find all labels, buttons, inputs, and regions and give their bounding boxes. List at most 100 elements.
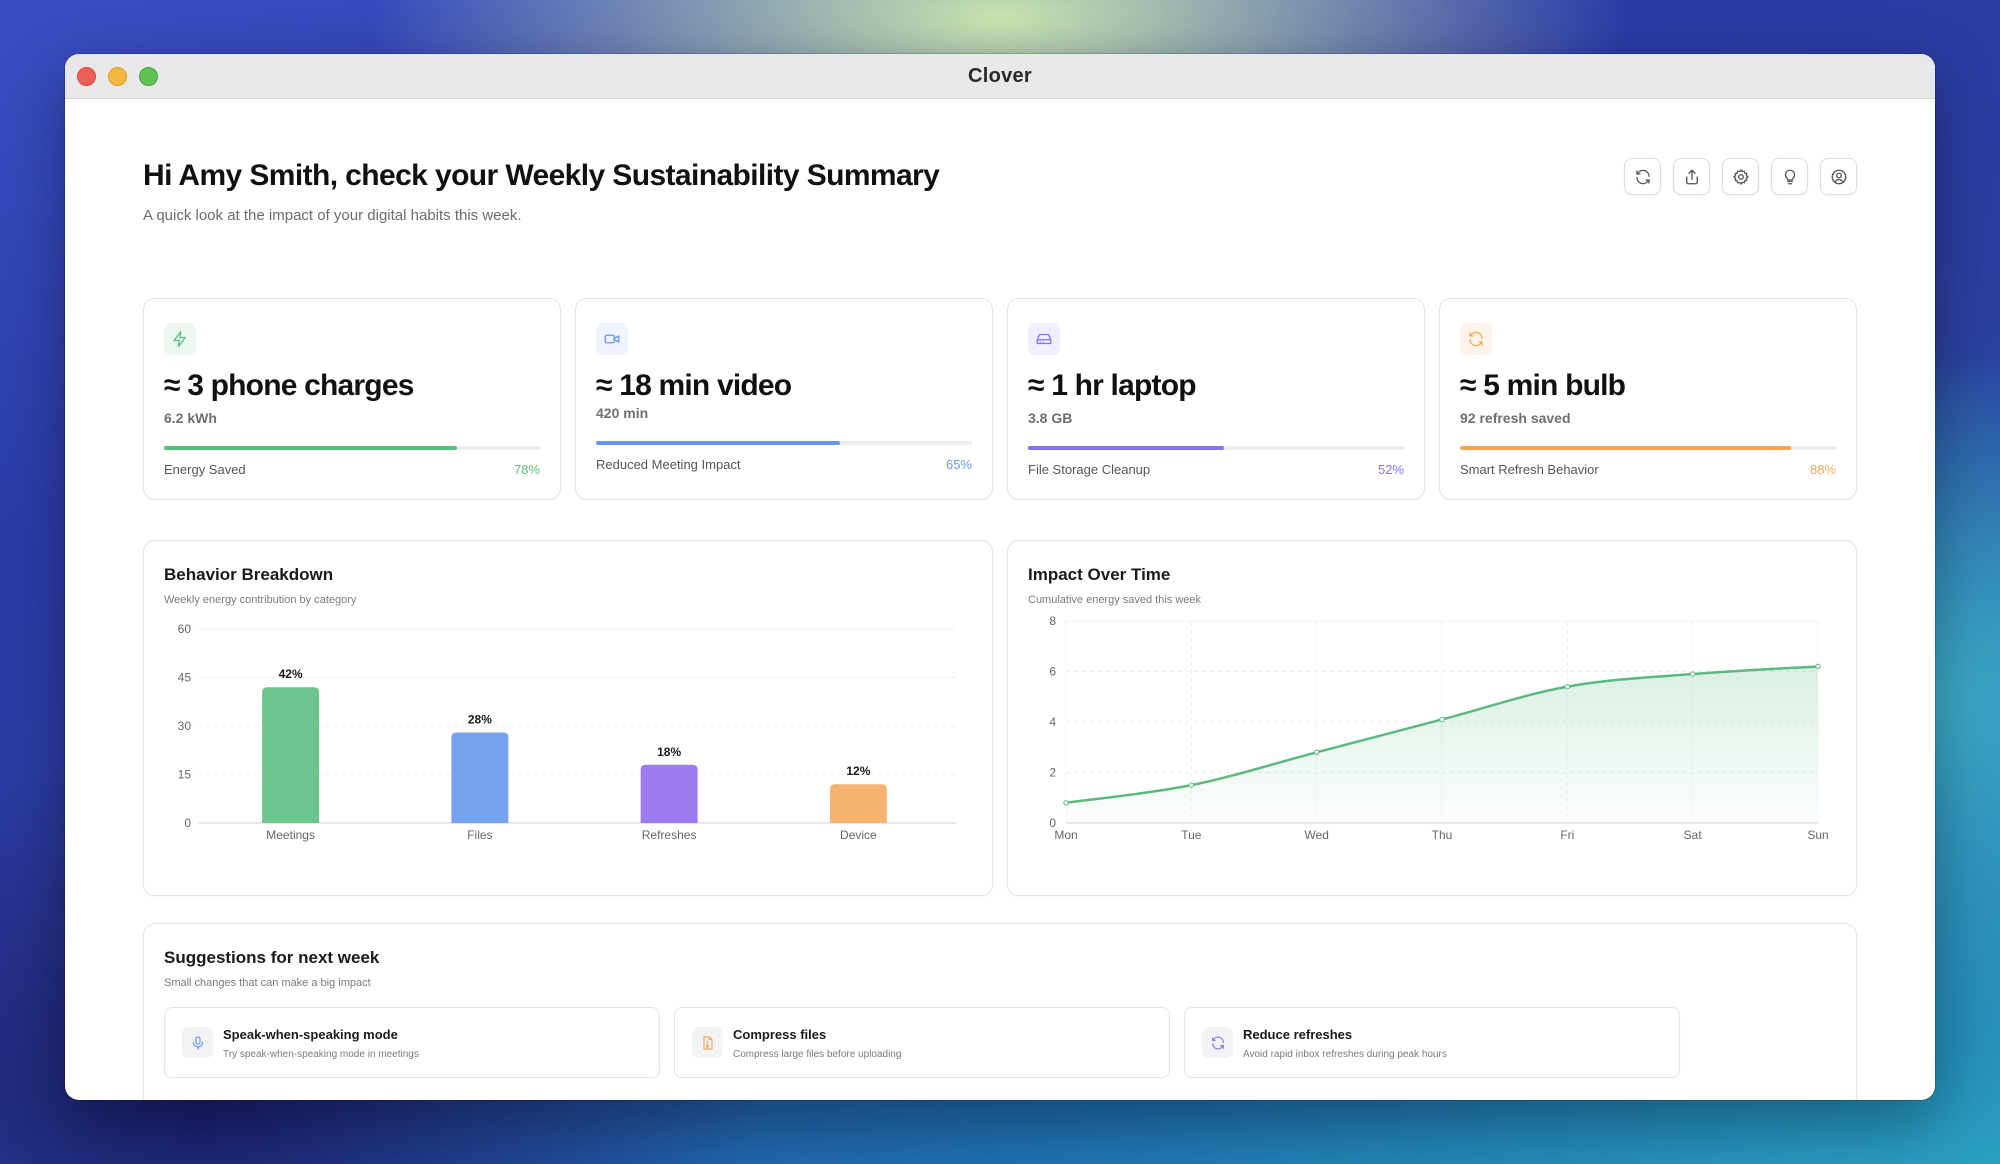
suggestion-list: Speak-when-speaking mode Try speak-when-… — [164, 1007, 1680, 1078]
bar-data-label: 12% — [846, 764, 870, 778]
user-icon — [1831, 169, 1846, 184]
y-tick-label: 6 — [1049, 665, 1056, 679]
suggestions-panel: Suggestions for next week Small changes … — [143, 923, 1857, 1100]
minimize-window-button[interactable] — [108, 67, 127, 86]
title-bar: Clover — [65, 54, 1935, 99]
suggestion-title: Speak-when-speaking mode — [223, 1027, 398, 1042]
share-button[interactable] — [1673, 158, 1710, 195]
zoom-window-button[interactable] — [139, 67, 158, 86]
bar-data-label: 28% — [468, 712, 492, 726]
panel-subtitle: Small changes that can make a big impact — [164, 977, 371, 989]
y-tick-label: 4 — [1049, 715, 1056, 729]
progress-bar — [1028, 446, 1404, 450]
area-fill — [1066, 666, 1818, 823]
x-tick-label: Tue — [1181, 828, 1202, 842]
stat-unit: 420 min — [596, 405, 649, 421]
progress-fill — [1028, 446, 1224, 450]
stat-value: ≈ 3 phone charges — [164, 369, 414, 402]
x-tick-label: Files — [467, 828, 492, 842]
x-tick-label: Sun — [1807, 828, 1828, 842]
window-controls — [77, 67, 158, 86]
y-tick-label: 60 — [178, 622, 192, 636]
settings-button[interactable] — [1722, 158, 1759, 195]
x-tick-label: Wed — [1304, 828, 1328, 842]
suggestion-card-compress-files[interactable]: Compress files Compress large files befo… — [674, 1007, 1170, 1078]
lightbulb-icon — [1784, 169, 1795, 184]
panel-title: Impact Over Time — [1028, 565, 1171, 584]
stat-percent: 65% — [945, 457, 972, 472]
area-chart: 0 2 4 6 8 Mon Tue Wed Thu Fri Sat Sun — [1049, 614, 1828, 842]
y-tick-label: 0 — [1049, 816, 1056, 830]
page-subtitle: A quick look at the impact of your digit… — [143, 207, 522, 224]
suggestion-description: Avoid rapid inbox refreshes during peak … — [1243, 1049, 1447, 1060]
stat-value: ≈ 1 hr laptop — [1028, 369, 1197, 402]
refresh-icon — [1635, 169, 1650, 184]
bar-device — [829, 784, 887, 823]
stat-label: Energy Saved — [164, 462, 246, 477]
suggestion-description: Try speak-when-speaking mode in meetings — [223, 1049, 419, 1060]
x-tick-label: Thu — [1432, 828, 1453, 842]
progress-fill — [1460, 446, 1791, 450]
suggestion-card-speak-mode[interactable]: Speak-when-speaking mode Try speak-when-… — [164, 1007, 660, 1078]
y-tick-label: 8 — [1049, 614, 1056, 628]
behavior-breakdown-panel: Behavior Breakdown Weekly energy contrib… — [143, 540, 993, 896]
page-title: Hi Amy Smith, check your Weekly Sustaina… — [143, 159, 940, 192]
bar-data-label: 42% — [279, 667, 303, 681]
data-point-thu — [1439, 716, 1445, 723]
suggestion-icon-box — [182, 1027, 213, 1058]
stat-value: ≈ 5 min bulb — [1460, 369, 1626, 402]
suggestion-icon-box — [692, 1027, 723, 1058]
page-header: Hi Amy Smith, check your Weekly Sustaina… — [143, 159, 940, 224]
bar-files — [451, 732, 509, 823]
stat-label: Reduced Meeting Impact — [596, 457, 741, 472]
y-tick-label: 30 — [178, 719, 192, 733]
data-point-sat — [1689, 671, 1696, 677]
window-title: Clover — [967, 64, 1033, 87]
y-tick-label: 0 — [184, 816, 191, 830]
x-tick-label: Refreshes — [642, 828, 697, 842]
x-tick-label: Device — [840, 828, 877, 842]
refresh-icon — [1211, 1036, 1224, 1049]
stat-icon-box — [596, 323, 628, 355]
x-tick-label: Mon — [1054, 828, 1077, 842]
x-tick-label: Meetings — [266, 828, 315, 842]
y-tick-label: 15 — [178, 768, 192, 782]
gear-icon — [1732, 168, 1749, 185]
toolbar — [1624, 158, 1857, 195]
tips-button[interactable] — [1771, 158, 1808, 195]
x-tick-label: Sat — [1684, 828, 1703, 842]
refresh-icon — [1469, 331, 1483, 347]
suggestion-title: Reduce refreshes — [1243, 1027, 1353, 1042]
data-point-tue — [1188, 782, 1195, 788]
x-tick-label: Fri — [1560, 828, 1574, 842]
progress-fill — [596, 441, 841, 445]
stat-percent: 88% — [1809, 462, 1836, 477]
refresh-button[interactable] — [1624, 158, 1661, 195]
panel-title: Suggestions for next week — [164, 948, 380, 967]
stat-card-meeting: ≈ 18 min video 420 min Reduced Meeting I… — [575, 298, 993, 500]
profile-button[interactable] — [1820, 158, 1857, 195]
stat-label: Smart Refresh Behavior — [1460, 462, 1599, 477]
stat-percent: 78% — [513, 462, 540, 477]
stat-unit: 92 refresh saved — [1460, 410, 1571, 426]
lightning-icon — [173, 330, 186, 348]
app-window: Clover Hi Amy Smith, check your Weekly S… — [65, 54, 1935, 1100]
data-point-mon — [1063, 800, 1069, 806]
y-tick-label: 2 — [1049, 766, 1056, 780]
share-icon — [1685, 169, 1698, 184]
stat-icon-box — [1460, 323, 1492, 355]
stat-icon-box — [1028, 323, 1060, 355]
stat-label: File Storage Cleanup — [1028, 462, 1151, 477]
stat-icon-box — [164, 323, 196, 355]
suggestion-card-reduce-refreshes[interactable]: Reduce refreshes Avoid rapid inbox refre… — [1184, 1007, 1680, 1078]
stat-value: ≈ 18 min video — [596, 369, 792, 402]
video-camera-icon — [604, 334, 620, 344]
panel-title: Behavior Breakdown — [164, 565, 334, 584]
stat-card-refresh: ≈ 5 min bulb 92 refresh saved Smart Refr… — [1439, 298, 1857, 500]
data-point-sun — [1815, 663, 1821, 670]
y-tick-label: 45 — [178, 671, 192, 685]
progress-fill — [164, 446, 458, 450]
close-window-button[interactable] — [77, 67, 96, 86]
progress-bar — [164, 446, 540, 450]
progress-bar — [1460, 446, 1836, 450]
